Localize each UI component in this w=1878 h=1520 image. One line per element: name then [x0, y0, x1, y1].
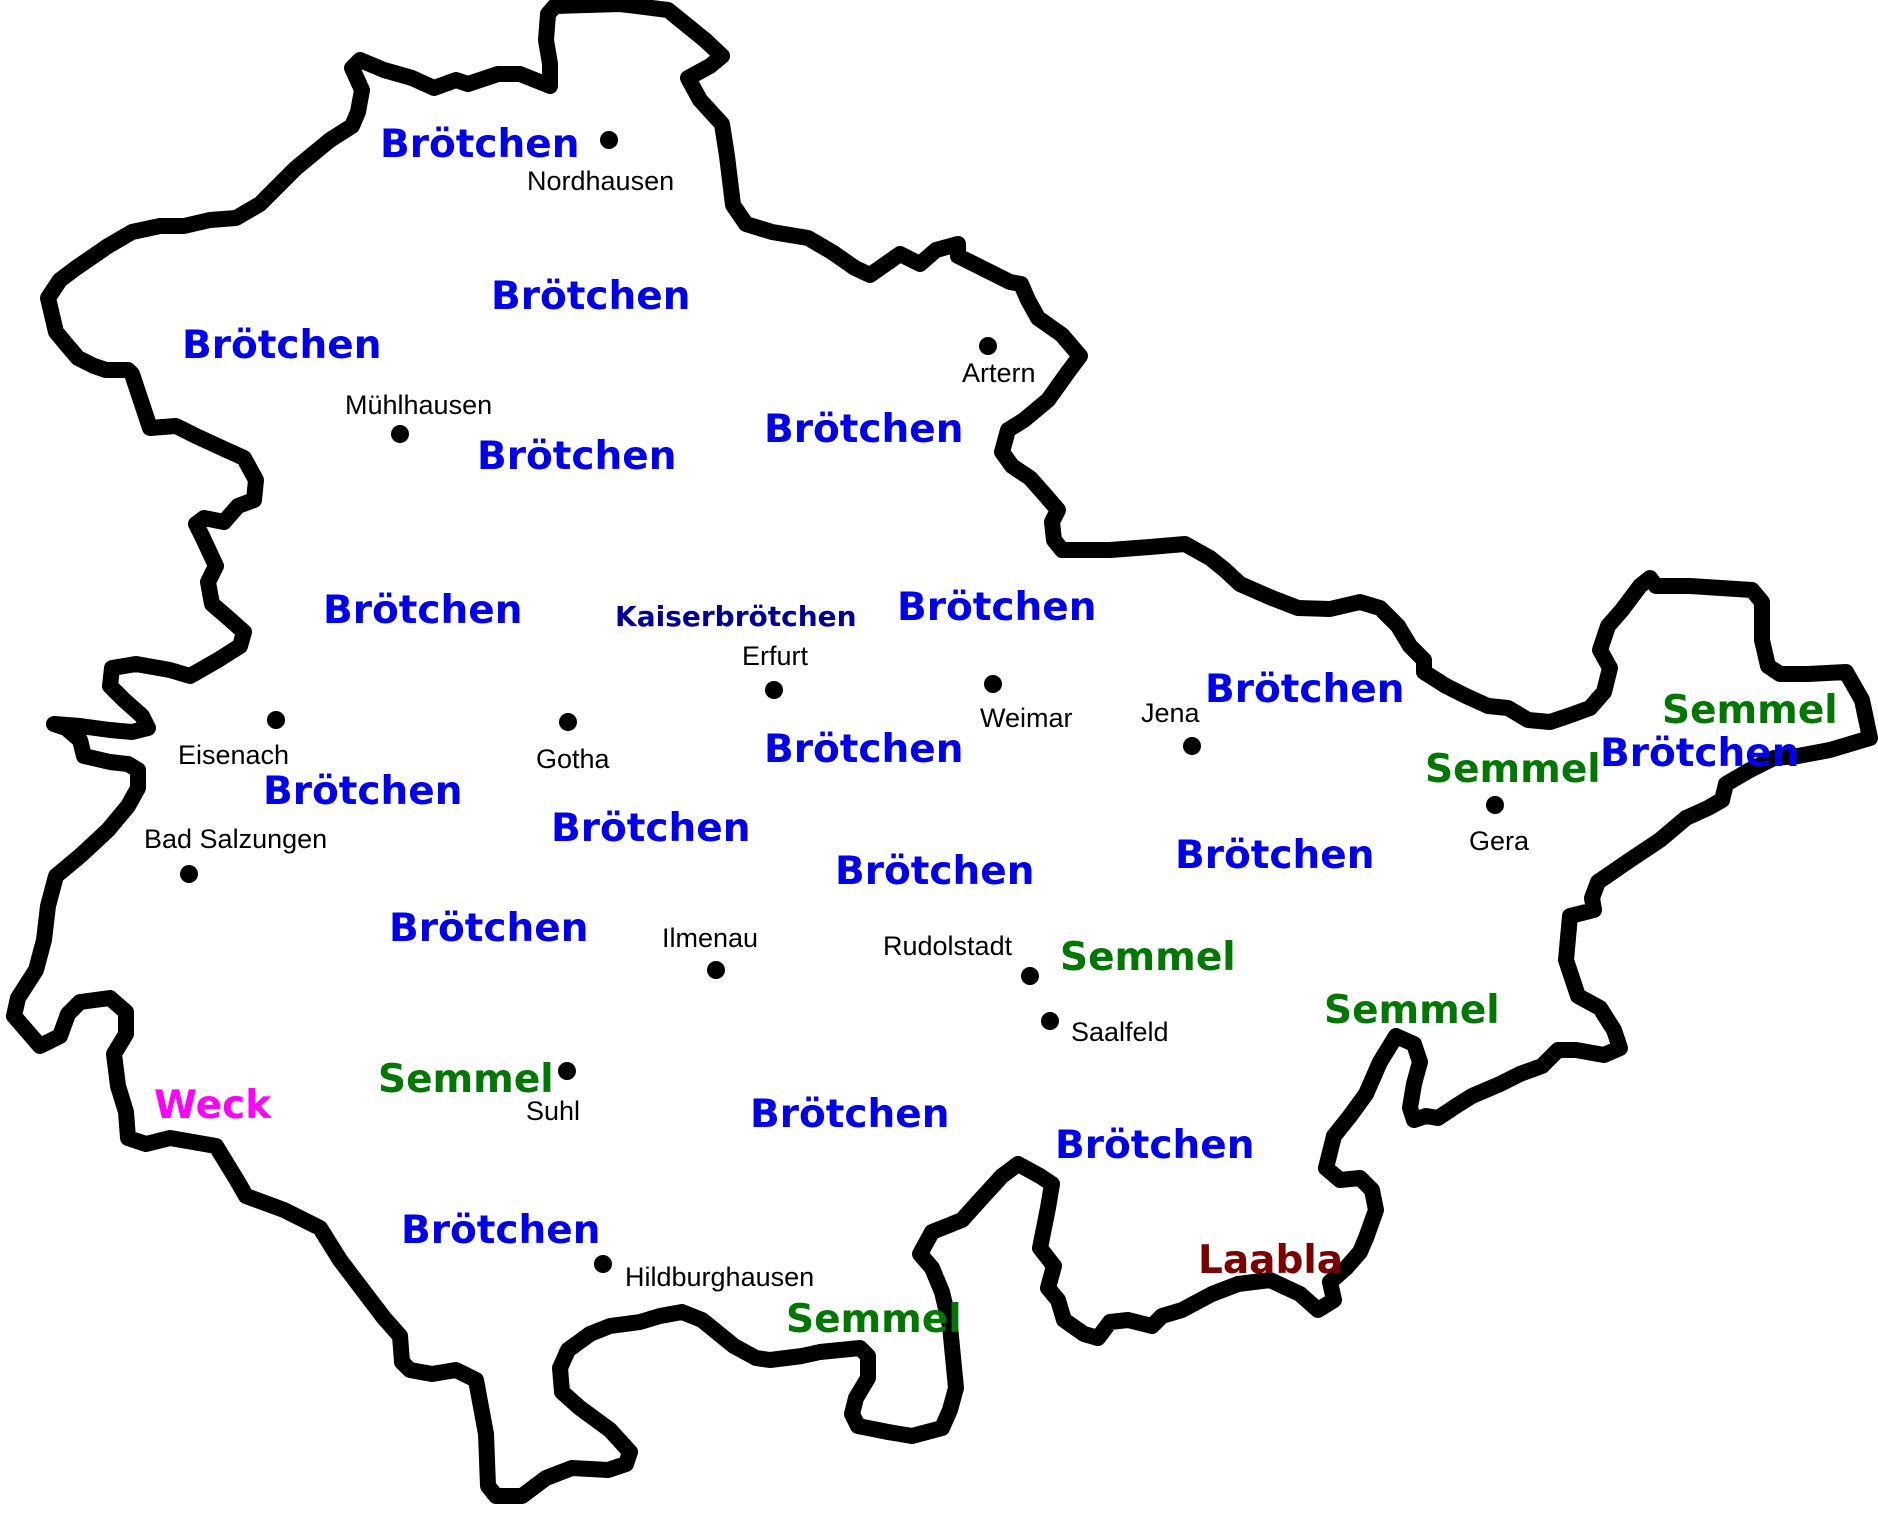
dialect-word-laabla: Laabla: [1198, 1238, 1343, 1283]
city-dot: [979, 337, 997, 355]
city-label: Weimar: [980, 703, 1073, 733]
city-dot: [1041, 1012, 1059, 1030]
city-marker: Gera: [1469, 796, 1530, 856]
city-label: Gera: [1469, 826, 1530, 856]
city-label: Artern: [962, 358, 1036, 388]
dialect-word-semmel: Semmel: [1324, 988, 1500, 1033]
dialect-word-semmel: Semmel: [1662, 688, 1838, 733]
city-marker: Suhl: [526, 1062, 580, 1126]
city-marker: Gotha: [536, 713, 611, 774]
city-marker: Weimar: [980, 675, 1073, 733]
city-label: Eisenach: [178, 740, 289, 770]
city-label: Jena: [1141, 698, 1201, 728]
dialect-word-brötchen: Brötchen: [1055, 1123, 1255, 1168]
city-dot: [600, 131, 618, 149]
dialect-word-brötchen: Brötchen: [764, 407, 964, 452]
dialect-word-brötchen: Brötchen: [323, 588, 523, 633]
dialect-word-brötchen: Brötchen: [897, 585, 1097, 630]
cities-layer: Nordhausen Artern Mühlhausen Erfurt Weimar Je…: [144, 131, 1530, 1292]
city-marker: Hildburghausen: [594, 1255, 814, 1292]
dialect-word-weck: Weck: [154, 1083, 272, 1128]
dialect-word-brötchen: Brötchen: [477, 434, 677, 479]
dialect-word-brötchen: Brötchen: [263, 769, 463, 814]
city-marker: Jena: [1141, 698, 1201, 755]
dialect-word-brötchen: Brötchen: [764, 727, 964, 772]
city-marker: Artern: [962, 337, 1036, 388]
city-dot: [1486, 796, 1504, 814]
city-dot: [1183, 737, 1201, 755]
dialect-word-brötchen: Brötchen: [1175, 833, 1375, 878]
city-marker: Saalfeld: [1041, 1012, 1169, 1047]
dialect-word-brötchen: Brötchen: [182, 323, 382, 368]
dialect-word-brötchen: Brötchen: [1205, 667, 1405, 712]
dialect-words-layer: Brötchen Brötchen Brötchen Brötchen Brötchen…: [154, 122, 1838, 1342]
city-label: Bad Salzungen: [144, 824, 327, 854]
city-marker: Nordhausen: [527, 131, 674, 196]
city-label: Rudolstadt: [883, 931, 1013, 961]
city-dot: [267, 711, 285, 729]
city-marker: Rudolstadt: [883, 931, 1039, 985]
city-dot: [558, 1062, 576, 1080]
city-label: Erfurt: [742, 641, 809, 671]
dialect-word-brötchen: Brötchen: [380, 122, 580, 167]
state-border: [6, 0, 1878, 1504]
city-label: Hildburghausen: [625, 1262, 814, 1292]
city-label: Nordhausen: [527, 166, 674, 196]
city-marker: Erfurt: [742, 641, 809, 699]
dialect-word-brötchen: Brötchen: [551, 806, 751, 851]
city-marker: Ilmenau: [662, 923, 758, 979]
dialect-word-semmel: Semmel: [786, 1297, 962, 1342]
city-dot: [594, 1255, 612, 1273]
city-marker: Eisenach: [178, 711, 289, 770]
city-dot: [707, 961, 725, 979]
dialect-word-semmel: Semmel: [1060, 935, 1236, 980]
city-label: Mühlhausen: [345, 390, 492, 420]
city-marker: Bad Salzungen: [144, 824, 327, 883]
city-label: Saalfeld: [1071, 1017, 1169, 1047]
city-dot: [984, 675, 1002, 693]
dialect-word-brötchen: Brötchen: [389, 906, 589, 951]
dialect-word-kaiserbrötchen: Kaiserbrötchen: [615, 600, 857, 633]
city-label: Ilmenau: [662, 923, 758, 953]
city-dot: [559, 713, 577, 731]
dialect-word-semmel: Semmel: [378, 1057, 554, 1102]
dialect-word-semmel: Semmel: [1425, 747, 1601, 792]
city-dot: [391, 425, 409, 443]
city-dot: [765, 681, 783, 699]
city-label: Gotha: [536, 744, 611, 774]
city-dot: [180, 865, 198, 883]
dialect-word-brötchen: Brötchen: [835, 849, 1035, 894]
city-marker: Mühlhausen: [345, 390, 492, 443]
dialect-word-brötchen: Brötchen: [1600, 731, 1800, 776]
dialect-word-brötchen: Brötchen: [491, 274, 691, 319]
dialect-word-brötchen: Brötchen: [750, 1092, 950, 1137]
dialect-word-brötchen: Brötchen: [401, 1208, 601, 1253]
city-dot: [1021, 967, 1039, 985]
city-label: Suhl: [526, 1096, 580, 1126]
